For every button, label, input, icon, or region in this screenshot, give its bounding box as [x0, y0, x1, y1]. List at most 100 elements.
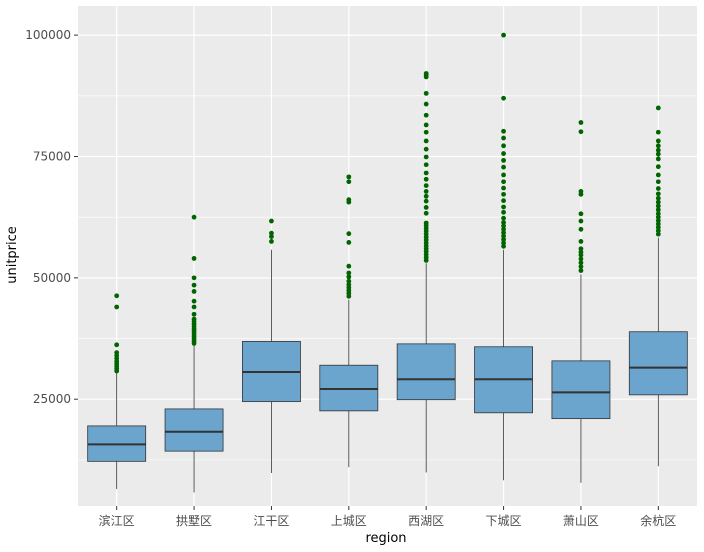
- outlier-point: [423, 138, 429, 144]
- outlier-point: [269, 218, 274, 224]
- outlier-point: [501, 143, 506, 149]
- box-6: [474, 32, 533, 481]
- outlier-point: [501, 204, 506, 210]
- outlier-point: [191, 289, 197, 294]
- outlier-point: [423, 205, 429, 210]
- outlier-point: [191, 275, 197, 281]
- box-iqr: [551, 360, 611, 420]
- outlier-point: [346, 197, 352, 203]
- outlier-point: [191, 282, 197, 288]
- outlier-point: [346, 282, 352, 288]
- outlier-point: [501, 191, 506, 197]
- outlier-point: [423, 193, 429, 199]
- outlier-point: [578, 226, 584, 232]
- outlier-point: [191, 311, 197, 317]
- outlier-point: [655, 203, 661, 209]
- outlier-point: [501, 226, 506, 232]
- outlier-point: [423, 146, 429, 152]
- box-7: [551, 120, 611, 483]
- x-tick-label: 下城区: [486, 514, 522, 528]
- y-tick-label: 25000: [33, 392, 71, 406]
- outlier-point: [655, 231, 661, 237]
- y-axis-title: unitprice: [5, 226, 20, 284]
- outlier-point: [346, 231, 352, 237]
- outlier-point: [655, 105, 661, 111]
- x-tick-label: 萧山区: [563, 514, 599, 528]
- outlier-point: [655, 218, 661, 223]
- outlier-point: [423, 112, 429, 118]
- outlier-point: [423, 198, 429, 204]
- outlier-point: [578, 249, 584, 255]
- outlier-point: [423, 154, 429, 160]
- outlier-point: [655, 129, 661, 135]
- outlier-point: [346, 263, 352, 269]
- outlier-point: [501, 220, 506, 225]
- outlier-point: [346, 278, 352, 284]
- y-tick-label: 75000: [33, 149, 71, 163]
- outlier-point: [346, 270, 352, 276]
- outlier-point: [501, 185, 506, 191]
- outlier-point: [655, 143, 661, 149]
- box-iqr: [628, 331, 688, 396]
- outlier-point: [501, 240, 506, 246]
- outlier-point: [578, 211, 584, 217]
- outlier-point: [655, 151, 661, 157]
- outlier-point: [191, 316, 197, 322]
- outlier-point: [578, 239, 584, 244]
- x-tick-label: 余杭区: [640, 513, 676, 528]
- box-5: [396, 71, 456, 473]
- outlier-point: [269, 230, 274, 236]
- outlier-point: [269, 239, 274, 244]
- box-iqr: [396, 343, 456, 401]
- box-4: [319, 174, 379, 468]
- outlier-point: [501, 209, 506, 215]
- outlier-point: [501, 95, 506, 101]
- outlier-point: [655, 224, 661, 230]
- outlier-point: [501, 32, 506, 38]
- outlier-point: [655, 164, 661, 170]
- outlier-point: [655, 191, 661, 197]
- outlier-point: [423, 101, 429, 107]
- outlier-point: [114, 342, 120, 348]
- outlier-point: [655, 228, 661, 234]
- outlier-point: [346, 240, 352, 245]
- outlier-point: [655, 179, 661, 185]
- outlier-point: [578, 218, 584, 224]
- outlier-point: [501, 198, 506, 204]
- outlier-point: [501, 135, 506, 141]
- x-axis-title: region: [365, 531, 406, 546]
- outlier-point: [655, 172, 661, 178]
- outlier-point: [423, 170, 429, 176]
- outlier-point: [655, 147, 661, 153]
- box-series: [87, 32, 688, 493]
- outlier-point: [501, 215, 506, 221]
- outlier-point: [655, 138, 661, 144]
- y-tick-label: 100000: [25, 28, 71, 42]
- outlier-point: [501, 223, 506, 229]
- outlier-point: [269, 234, 274, 239]
- outlier-point: [578, 189, 584, 194]
- outlier-point: [423, 176, 429, 182]
- outlier-point: [501, 172, 506, 178]
- outlier-point: [423, 71, 429, 76]
- outlier-point: [114, 293, 120, 299]
- outlier-point: [114, 350, 120, 356]
- outlier-point: [578, 129, 584, 135]
- x-tick-label: 滨江区: [99, 513, 135, 528]
- outlier-point: [346, 274, 352, 280]
- x-tick-label: 拱墅区: [176, 514, 212, 528]
- outlier-point: [191, 304, 197, 310]
- outlier-point: [191, 214, 197, 220]
- outlier-point: [655, 214, 661, 220]
- outlier-point: [501, 157, 506, 163]
- outlier-point: [423, 183, 429, 189]
- y-tick-label: 50000: [33, 271, 71, 285]
- outlier-point: [423, 220, 429, 226]
- outlier-point: [578, 246, 584, 252]
- outlier-point: [501, 230, 506, 236]
- outlier-point: [423, 90, 429, 96]
- outlier-point: [114, 304, 120, 310]
- outlier-point: [655, 211, 661, 217]
- outlier-point: [191, 256, 197, 261]
- outlier-point: [423, 189, 429, 194]
